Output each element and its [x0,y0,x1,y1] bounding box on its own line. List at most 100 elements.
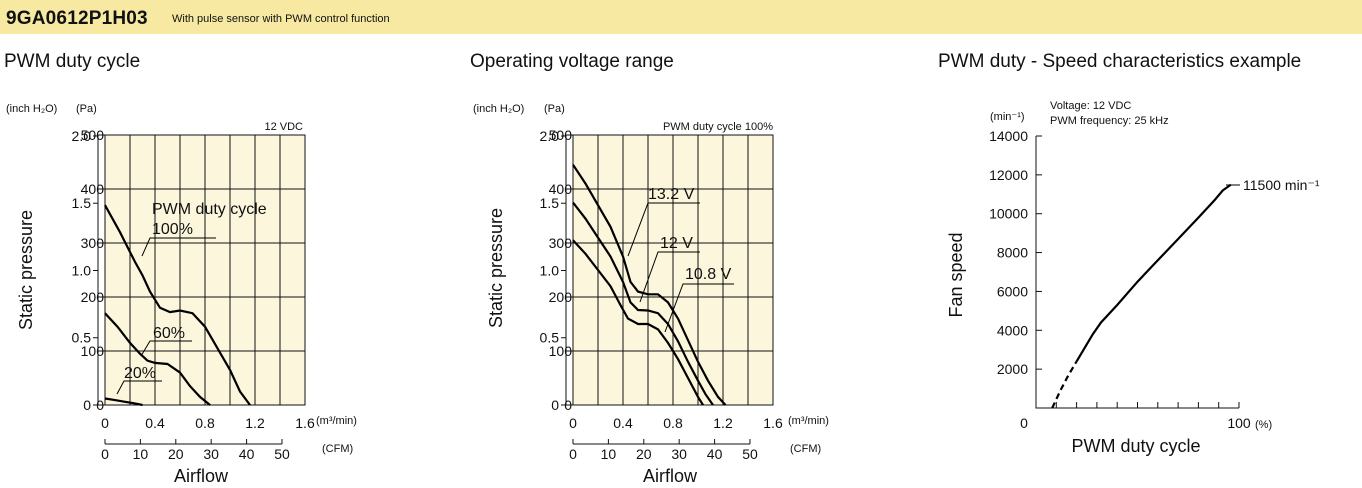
chart3-y-unit: (min⁻¹) [990,111,1025,123]
chart-pwm-speed: PWM duty - Speed characteristics example… [938,51,1320,456]
chart1-leader-60 [140,340,192,357]
chart1-pa-tick: 200 [81,289,105,305]
chart1-cfm-tick: 30 [203,446,219,462]
model-number: 9GA0612P1H03 [6,8,148,29]
chart1-x-unit: (m³/min) [316,415,357,427]
chart2-y-label: Static pressure [486,208,506,328]
chart2-title: Operating voltage range [470,51,674,72]
chart2-cfm-tick: 0 [569,446,577,462]
chart1-inch-tick: 2.0 [72,128,92,144]
chart2-series-2 [572,239,704,406]
chart3-series-1 [1075,183,1232,362]
chart2-leader-13v [627,202,700,257]
chart2-pa-tick: 400 [549,181,573,197]
chart3-y-tick: 6000 [997,283,1028,299]
chart1-pa-tick: 500 [81,127,105,143]
chart2-x-tick: 0 [569,415,577,431]
chart1-y-unit-inch: (inch H₂O) [6,103,57,115]
chart2-pa-tick: 500 [549,127,573,143]
chart1-label-100: 100% [152,221,193,238]
chart2-pa-tick: 200 [549,289,573,305]
chart2-series-0 [572,164,727,406]
chart2-inch-tick: 0 [551,397,559,413]
chart-pwm-duty-cycle: PWM duty cycle (inch H₂O) (Pa) 12 VDC 0 1… [4,51,357,486]
chart1-title: PWM duty cycle [4,51,140,72]
chart2-inch-tick: 1.5 [540,195,560,211]
chart2-leader-108v [664,283,734,333]
chart1-condition: 12 VDC [264,121,303,133]
chart1-series-0 [104,204,251,406]
chart1-y-label: Static pressure [16,210,36,330]
chart1-leader-100 [141,237,216,257]
chart1-cfm-tick: 50 [274,446,290,462]
chart2-condition: PWM duty cycle 100% [663,121,773,133]
chart1-pa-tick: 400 [81,181,105,197]
chart3-x-label: PWM duty cycle [1071,436,1200,456]
chart2-x-tick: 1.6 [763,415,783,431]
chart1-y-unit-pa: (Pa) [76,103,97,115]
title-banner: 9GA0612P1H03 With pulse sensor with PWM … [0,0,1362,34]
chart2-cfm-tick: 20 [636,446,652,462]
chart3-max-label: 11500 min⁻¹ [1243,177,1320,193]
chart2-pa-tick: 0 [564,397,572,413]
chart1-x-tick: 0 [101,415,109,431]
chart1-pa-tick: 0 [96,397,104,413]
chart2-cfm-tick: 10 [601,446,617,462]
chart1-inch-tick: 1.5 [72,195,92,211]
chart1-pa-tick: 100 [81,343,105,359]
chart1-label-60: 60% [153,325,185,342]
model-description: With pulse sensor with PWM control funct… [172,13,390,25]
chart2-cfm-tick: 40 [707,446,723,462]
chart2-series-1 [572,201,714,406]
chart1-pa-tick: 300 [81,235,105,251]
chart3-condition-frequency: PWM frequency: 25 kHz [1050,115,1169,127]
chart2-x-label: Airflow [643,466,698,486]
chart3-x-tick: 100 [1227,415,1251,431]
chart2-x-tick: 1.2 [713,415,733,431]
chart2-y-unit-inch: (inch H₂O) [473,103,524,115]
chart2-inch-tick: 2.0 [540,128,560,144]
chart3-y-zero: 0 [1020,415,1028,431]
chart1-cfm-tick: 20 [168,446,184,462]
chart1-cfm-tick: 0 [101,446,109,462]
chart1-grid [104,134,306,406]
chart1-cfm-tick: 40 [239,446,255,462]
chart1-inch-tick: 1.0 [72,262,92,278]
chart1-x-tick: 1.2 [245,415,265,431]
chart1-inch-tick: 0 [83,397,91,413]
chart2-label-108v: 10.8 V [685,266,732,283]
chart3-condition-voltage: Voltage: 12 VDC [1050,100,1131,112]
chart-operating-voltage-range: Operating voltage range (inch H₂O) (Pa) … [470,51,829,486]
chart3-series-0 [1051,360,1078,409]
chart2-x2-unit: (CFM) [790,443,821,455]
chart2-inch-tick: 0.5 [540,330,560,346]
chart2-label-13v: 13.2 V [648,186,695,203]
chart2-label-12v: 12 V [660,235,693,252]
chart1-x-tick: 0.4 [145,415,165,431]
chart3-max-unit: min⁻¹ [1285,177,1320,193]
chart3-max-value: 11500 [1243,177,1281,193]
chart3-y-label: Fan speed [946,232,966,317]
chart3-y-tick: 2000 [997,361,1028,377]
chart1-leader-20 [116,380,162,395]
chart1-series-1 [104,312,211,406]
chart2-leader-12v [639,251,700,303]
chart2-y-unit-pa: (Pa) [544,103,565,115]
chart1-x-tick: 0.8 [195,415,215,431]
chart2-inch-tick: 1.0 [540,262,560,278]
chart2-cfm-tick: 30 [671,446,687,462]
chart3-axes [1035,136,1239,409]
chart2-x-unit: (m³/min) [788,415,829,427]
chart2-pa-tick: 100 [549,343,573,359]
chart3-title: PWM duty - Speed characteristics example [938,51,1301,72]
chart1-x2-unit: (CFM) [322,443,353,455]
chart2-x-tick: 0.8 [663,415,683,431]
chart3-y-tick: 12000 [989,167,1028,183]
chart1-series-2 [104,397,143,407]
chart3-y-tick: 10000 [989,206,1028,222]
chart2-cfm-tick: 50 [742,446,758,462]
chart1-x-tick: 1.6 [295,415,315,431]
chart2-x-tick: 0.4 [613,415,633,431]
chart1-x-label: Airflow [174,466,229,486]
